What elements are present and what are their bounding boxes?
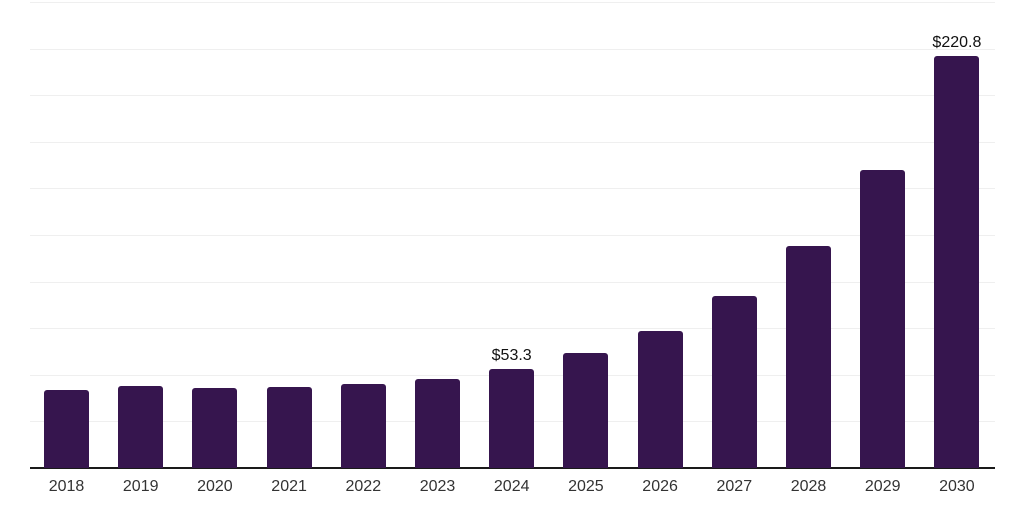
x-axis-label-2022: 2022: [345, 478, 382, 495]
bar-2027[interactable]: [711, 295, 757, 468]
x-axis-label-2023: 2023: [419, 478, 456, 495]
bar-2029[interactable]: [860, 169, 906, 468]
gridline: [30, 2, 995, 3]
bar-2019[interactable]: [118, 386, 164, 468]
x-axis-label-2030: 2030: [939, 478, 975, 495]
x-axis-label-2028: 2028: [790, 478, 827, 495]
bar-2028[interactable]: [786, 245, 831, 468]
gridline: [30, 235, 995, 236]
bar-2021[interactable]: [266, 387, 312, 468]
x-axis-label-2019: 2019: [122, 478, 159, 495]
bar-2024[interactable]: [489, 368, 535, 468]
gridline: [30, 188, 995, 190]
gridline: [30, 95, 995, 97]
bar-2018[interactable]: [44, 390, 89, 468]
bar-value-label-2030: $220.8: [932, 34, 982, 52]
x-axis-label-2021: 2021: [271, 478, 307, 495]
gridline: [30, 281, 995, 283]
x-axis-label-2029: 2029: [864, 478, 901, 495]
bar-2020[interactable]: [192, 388, 238, 468]
x-axis-line: [30, 467, 995, 469]
gridline: [30, 328, 995, 330]
bar-2022[interactable]: [340, 383, 386, 468]
x-axis-label-2024: 2024: [493, 478, 530, 495]
bar-2023[interactable]: [415, 379, 460, 468]
x-axis-label-2025: 2025: [568, 478, 604, 495]
bar-2026[interactable]: [637, 330, 683, 468]
bar-2030[interactable]: [934, 56, 980, 468]
x-axis-label-2018: 2018: [48, 478, 85, 495]
bar-value-label-2024: $53.3: [491, 346, 532, 364]
plot-area: $53.3 $220.8: [30, 2, 995, 469]
bar-2025[interactable]: [563, 353, 609, 468]
x-axis: 2018 2019 2020 2021 2022 2023 2024 2025 2026 2027…: [0, 470, 1024, 512]
x-axis-label-2020: 2020: [197, 478, 233, 495]
x-axis-label-2027: 2027: [716, 478, 753, 495]
gridline: [30, 48, 995, 50]
gridline: [30, 141, 995, 143]
x-axis-label-2026: 2026: [642, 478, 678, 495]
